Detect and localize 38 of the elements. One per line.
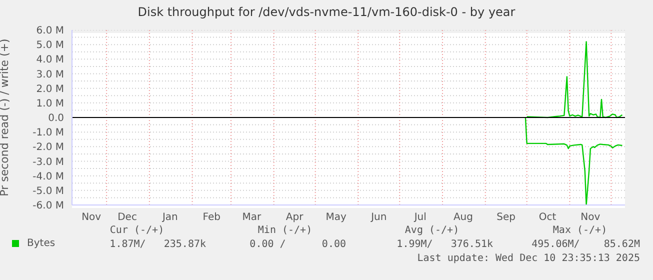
x-tick-label: Feb [202, 212, 220, 224]
text: 1.99M/ 376.51k [396, 239, 493, 250]
legend-label: Bytes [27, 238, 56, 249]
x-tick-label: Aug [453, 212, 474, 224]
y-axis-title: Pr second read (-) / write (+) [0, 38, 11, 196]
y-tick-label: -2.0 M [32, 142, 64, 154]
y-tick-label: 2.0 M [36, 84, 64, 95]
x-tick-label: Dec [118, 212, 137, 224]
y-tick-label: 1.0 M [36, 98, 64, 110]
y-tick-label: 3.0 M [36, 69, 64, 80]
y-tick-label: -5.0 M [32, 186, 64, 197]
text: 0.00 / 0.00 [250, 239, 346, 250]
x-tick-label: Nov [82, 212, 102, 224]
x-tick-label: Oct [538, 212, 556, 224]
x-tick-label: Jun [370, 212, 387, 224]
x-tick-label: Jan [161, 212, 178, 224]
x-tick-label: Apr [286, 212, 304, 224]
y-tick-label: 0.0 [48, 113, 64, 124]
text: 1.87M/ 235.87k [110, 239, 206, 250]
text: Max (-/+) [552, 225, 608, 236]
x-tick-label: Nov [580, 212, 600, 224]
y-tick-label: -4.0 M [32, 171, 64, 182]
x-tick-label: May [326, 212, 346, 224]
y-tick-label: 6.0 M [36, 26, 64, 37]
y-tick-label: -1.0 M [32, 128, 64, 139]
x-tick-label: Jul [413, 212, 426, 224]
x-tick-label: Mar [242, 212, 262, 224]
chart-title: Disk throughput for /dev/vds-nvme-11/vm-160-disk-0 - by year [136, 5, 516, 19]
text: 495.06M/ 85.62M [532, 239, 640, 250]
y-tick-label: -6.0 M [32, 200, 64, 212]
text: Min (-/+) [258, 225, 312, 236]
text: Avg (-/+) [404, 225, 460, 236]
text: Last update: Wed Dec 10 23:35:13 2025 [417, 253, 640, 264]
y-tick-label: 5.0 M [36, 40, 64, 52]
text: Cur (-/+) [110, 225, 164, 236]
x-tick-label: Sep [496, 212, 516, 224]
y-tick-label: -3.0 M [32, 156, 64, 168]
y-tick-label: 4.0 M [36, 54, 64, 66]
